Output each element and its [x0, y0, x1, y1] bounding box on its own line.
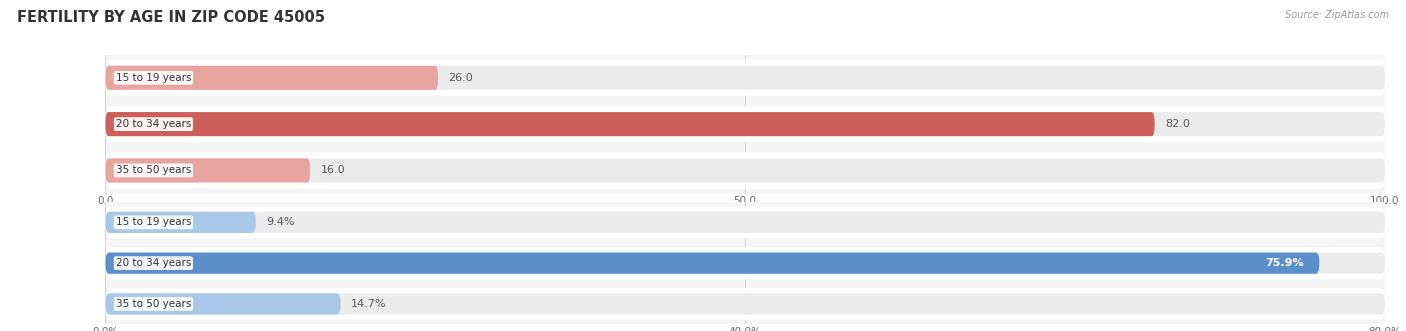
FancyBboxPatch shape	[105, 212, 1385, 233]
Text: 20 to 34 years: 20 to 34 years	[115, 119, 191, 129]
FancyBboxPatch shape	[105, 288, 1385, 320]
Text: 82.0: 82.0	[1164, 119, 1189, 129]
Text: 15 to 19 years: 15 to 19 years	[115, 73, 191, 83]
FancyBboxPatch shape	[105, 60, 1385, 96]
Text: 9.4%: 9.4%	[266, 217, 294, 227]
Text: 16.0: 16.0	[321, 166, 344, 175]
Text: 75.9%: 75.9%	[1265, 258, 1303, 268]
FancyBboxPatch shape	[105, 212, 256, 233]
Text: 26.0: 26.0	[449, 73, 472, 83]
FancyBboxPatch shape	[105, 293, 1385, 314]
FancyBboxPatch shape	[105, 106, 1385, 142]
Text: 14.7%: 14.7%	[350, 299, 387, 309]
FancyBboxPatch shape	[105, 66, 439, 90]
FancyBboxPatch shape	[105, 253, 1319, 274]
FancyBboxPatch shape	[105, 247, 1385, 279]
Text: FERTILITY BY AGE IN ZIP CODE 45005: FERTILITY BY AGE IN ZIP CODE 45005	[17, 10, 325, 25]
Text: 20 to 34 years: 20 to 34 years	[115, 258, 191, 268]
FancyBboxPatch shape	[105, 112, 1154, 136]
FancyBboxPatch shape	[105, 66, 1385, 90]
FancyBboxPatch shape	[105, 253, 1385, 274]
Text: 35 to 50 years: 35 to 50 years	[115, 166, 191, 175]
FancyBboxPatch shape	[105, 207, 1385, 238]
FancyBboxPatch shape	[105, 293, 340, 314]
FancyBboxPatch shape	[105, 159, 1385, 182]
Text: 35 to 50 years: 35 to 50 years	[115, 299, 191, 309]
FancyBboxPatch shape	[105, 159, 311, 182]
FancyBboxPatch shape	[105, 152, 1385, 189]
Text: 15 to 19 years: 15 to 19 years	[115, 217, 191, 227]
FancyBboxPatch shape	[105, 112, 1385, 136]
Text: Source: ZipAtlas.com: Source: ZipAtlas.com	[1285, 10, 1389, 20]
